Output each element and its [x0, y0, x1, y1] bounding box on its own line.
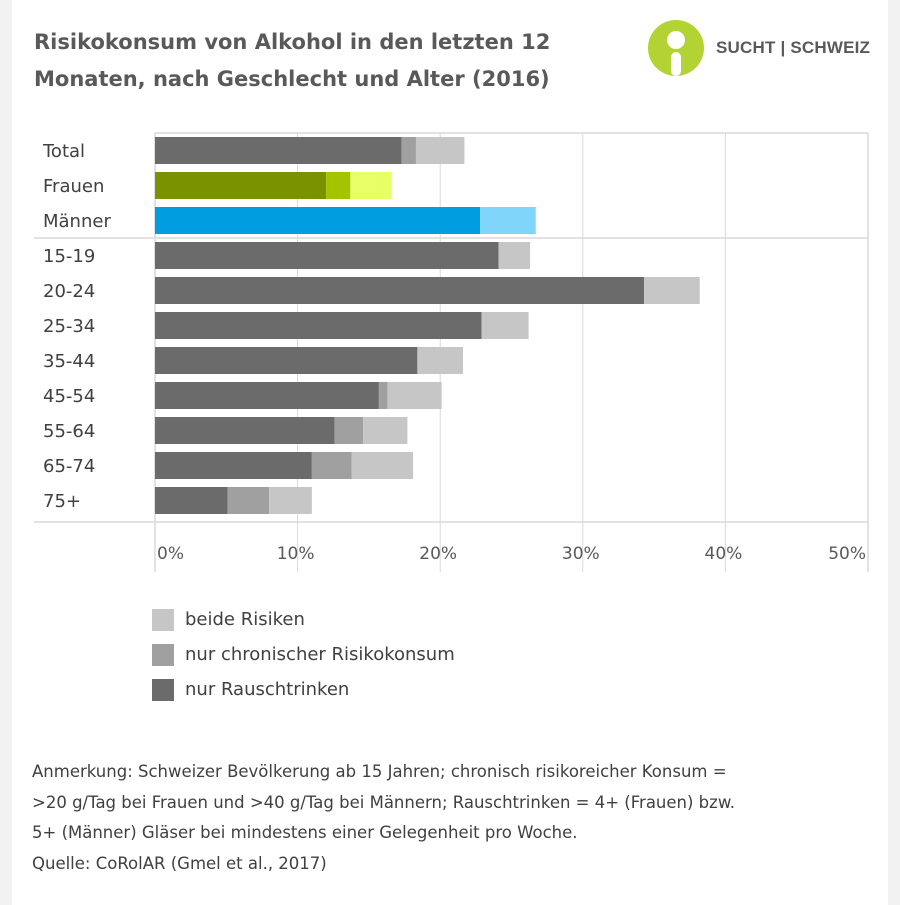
- bar-chart: 0% 10% 20% 30% 40% 50% Total Frauen Männer 15-19 2…: [34, 132, 869, 572]
- bar-segment: [155, 347, 418, 374]
- bar-segment: [378, 382, 388, 409]
- bar-segment: [387, 382, 442, 409]
- x-tick-label: 0%: [157, 544, 184, 564]
- logo-text: SUCHT | SCHWEIZ: [716, 38, 871, 57]
- bar-segment: [480, 207, 536, 234]
- footnote-line-3: 5+ (Männer) Gläser bei mindestens einer …: [32, 823, 578, 842]
- category-label: 35-44: [43, 351, 95, 372]
- bar-segment: [326, 172, 351, 199]
- chart-card: Risikokonsum von Alkohol in den letzten …: [12, 0, 888, 905]
- bar-segment: [155, 172, 327, 199]
- category-label: 45-54: [43, 386, 95, 407]
- bar-segment: [155, 242, 499, 269]
- x-tick-label: 40%: [705, 544, 743, 564]
- bar-segment: [155, 382, 379, 409]
- category-label: 65-74: [43, 456, 95, 477]
- bar-segment: [351, 452, 414, 479]
- bar-segment: [334, 417, 364, 444]
- bar-segment: [155, 487, 228, 514]
- source-line: Quelle: CoRolAR (Gmel et al., 2017): [32, 853, 327, 873]
- category-label: 75+: [43, 491, 81, 512]
- bar-segment: [155, 277, 645, 304]
- footnote-line-1: Anmerkung: Schweizer Bevölkerung ab 15 J…: [32, 762, 727, 781]
- bar-segment: [363, 417, 408, 444]
- bar-segment: [269, 487, 312, 514]
- legend-swatch-chronisch: [152, 644, 174, 666]
- bar-segment: [155, 137, 402, 164]
- category-label: 25-34: [43, 316, 95, 337]
- bar-segment: [498, 242, 531, 269]
- bar-segment: [350, 172, 392, 199]
- legend-label-chronisch: nur chronischer Risikokonsum: [185, 644, 455, 665]
- bar-segment: [401, 137, 416, 164]
- x-tick-label: 30%: [562, 544, 600, 564]
- bar-segment: [155, 417, 335, 444]
- category-label: 20-24: [43, 281, 95, 302]
- chart-title-line-2: Monaten, nach Geschlecht und Alter (2016…: [34, 67, 550, 91]
- person-circle-icon: [648, 20, 704, 76]
- category-label: 55-64: [43, 421, 95, 442]
- bar-segment: [227, 487, 270, 514]
- footnote: Anmerkung: Schweizer Bevölkerung ab 15 J…: [32, 757, 872, 879]
- x-tick-label: 10%: [277, 544, 315, 564]
- bar-segment: [417, 347, 464, 374]
- legend-swatch-rauschtrinken: [152, 679, 174, 701]
- category-label: Männer: [43, 211, 111, 232]
- category-label: 15-19: [43, 246, 95, 267]
- category-label: Total: [42, 141, 85, 162]
- bar-segment: [155, 207, 481, 234]
- bar-segment: [155, 452, 312, 479]
- bar-segment: [415, 137, 465, 164]
- footnote-line-2: >20 g/Tag bei Frauen und >40 g/Tag bei M…: [32, 792, 736, 812]
- x-tick-label: 20%: [419, 544, 457, 564]
- sucht-schweiz-logo: SUCHT | SCHWEIZ: [646, 18, 886, 78]
- legend-label-beide-risiken: beide Risiken: [185, 609, 305, 630]
- x-tick-label: 50%: [828, 544, 866, 564]
- bar-segment: [481, 312, 529, 339]
- category-label: Frauen: [43, 176, 104, 197]
- bar-segment: [155, 312, 482, 339]
- chart-title-line-1: Risikokonsum von Alkohol in den letzten …: [34, 30, 551, 54]
- bar-segment: [311, 452, 352, 479]
- legend-label-rauschtrinken: nur Rauschtrinken: [185, 679, 350, 700]
- chart-title: Risikokonsum von Alkohol in den letzten …: [34, 24, 614, 98]
- bar-segment: [644, 277, 700, 304]
- legend-swatch-beide-risiken: [152, 609, 174, 631]
